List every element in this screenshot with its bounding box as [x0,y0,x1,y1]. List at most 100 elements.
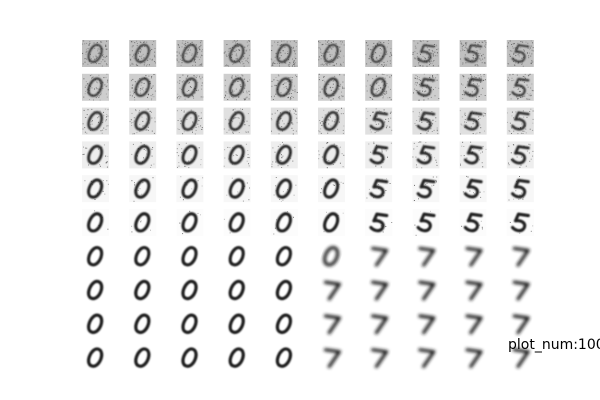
digit-cell [176,40,204,67]
digit-cell [512,348,530,369]
digit-cell [129,175,157,203]
digit-stroke [417,44,436,63]
digit-cell [318,141,345,169]
digit-cell [459,107,487,135]
digit-stroke [181,43,198,63]
digit-stroke [323,348,342,369]
digit-cell [365,73,393,101]
digit-cell [459,73,487,101]
digit-stroke [323,314,342,335]
digit-cell [270,175,298,203]
digit-cell [87,246,104,267]
digit-cell [181,347,198,368]
digit-stroke [418,314,436,335]
digit-stroke [371,280,389,301]
digit-stroke [181,313,198,334]
digit-stroke [418,246,436,267]
digit-cell [323,314,342,335]
digit-stroke [134,347,151,368]
digit-cell [87,347,104,368]
digit-cell [82,175,109,203]
digit-cell [129,209,157,236]
digit-cell [223,175,251,203]
digit-stroke [371,246,389,267]
digit-cell [371,280,389,301]
digit-stroke [228,212,245,233]
digit-cell [223,107,251,135]
digit-cell [512,280,530,301]
digit-cell [129,107,157,135]
digit-stroke [181,77,198,97]
digit-cell [459,40,487,67]
digit-stroke [418,348,436,369]
digit-stroke [370,77,386,97]
digit-stroke [465,246,483,267]
digit-cells [82,40,534,369]
digit-stroke [228,246,245,267]
digit-cell [506,141,534,169]
digit-stroke [228,178,245,199]
digit-stroke [181,144,198,165]
digit-stroke [87,144,104,165]
digit-cell [181,246,198,267]
digit-cell [223,40,251,67]
digit-stroke [181,347,198,368]
digit-cell [465,246,483,267]
digit-stroke [228,144,245,165]
digit-cell [129,141,157,169]
plot-number-caption: plot_num:100 [508,337,600,353]
digit-stroke [370,43,386,63]
digit-cell [134,313,151,334]
digit-cell [506,40,534,67]
digit-cell [223,209,251,236]
digit-stroke [229,77,245,97]
digit-cell [365,40,393,67]
digit-stroke [87,43,103,63]
digit-cell [318,175,345,203]
digit-stroke [464,77,483,97]
digit-stroke [134,212,151,233]
digit-cell [270,40,298,67]
digit-cell [275,279,292,301]
digit-stroke [511,145,530,165]
digit-cell [228,279,245,301]
digit-cell [318,73,345,101]
digit-cell [371,314,389,335]
digit-cell [129,40,157,67]
digit-stroke [87,77,103,97]
digit-cell [82,40,109,67]
digit-stroke [416,212,436,233]
digit-stroke [87,313,104,334]
digit-stroke [323,212,340,233]
digit-cell [275,246,292,267]
digit-cell [129,73,157,101]
digit-cell [87,279,104,301]
digit-cell [176,209,204,236]
digit-stroke [228,279,245,301]
digit-stroke [134,111,151,131]
digit-cell [365,107,393,135]
digit-cell [371,246,389,267]
digit-stroke [275,178,292,199]
digit-stroke [276,111,292,131]
digit-cell [318,107,345,135]
digit-stroke [418,280,436,301]
digit-stroke [416,111,436,131]
digit-stroke [510,212,530,233]
digit-cell [176,141,204,169]
digit-cell [412,209,440,236]
digit-cell [506,73,534,101]
digit-stroke [463,178,483,199]
digit-cell [82,73,109,101]
digit-cell [412,175,440,203]
digit-stroke [463,145,483,165]
digit-cell [418,280,436,301]
digit-stroke [181,212,198,233]
digit-cell [323,348,342,369]
digit-stroke [134,246,151,267]
digit-stroke [512,280,530,301]
digit-cell [412,73,440,101]
digit-cell [181,279,198,301]
digit-stroke [323,246,340,267]
digit-cell [412,141,440,169]
